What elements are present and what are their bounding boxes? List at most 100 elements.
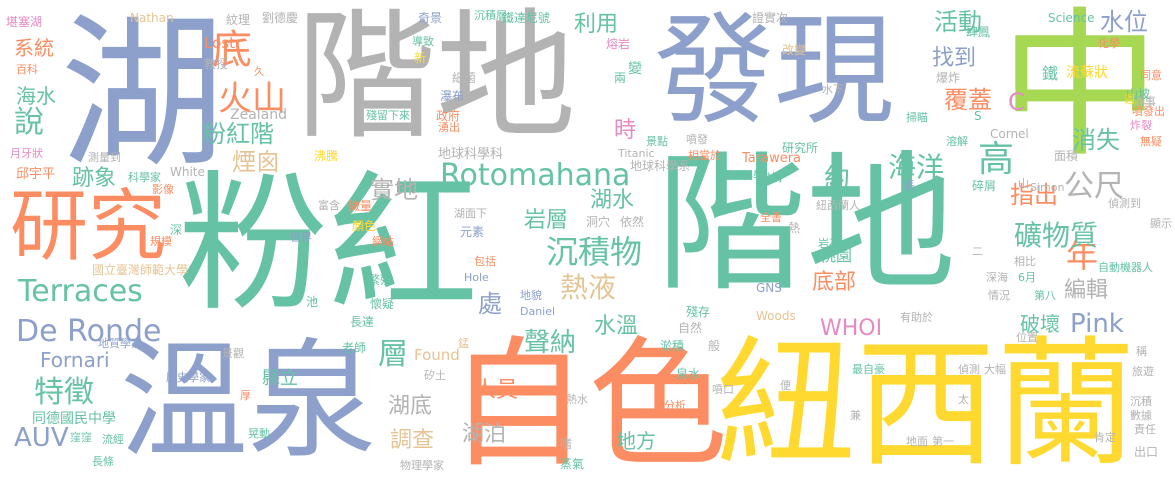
word-chem: 化學	[1098, 37, 1120, 50]
word-pink-terraces-big: 粉紅	[178, 158, 479, 332]
word-robot: 自動機器人	[1098, 261, 1153, 274]
word-found-zh: 找到	[932, 46, 977, 71]
word-boiling: 沸騰	[314, 149, 339, 163]
word-too: 太	[958, 393, 969, 406]
word-long-time: 久	[254, 67, 264, 78]
word-water-temp: 水溫	[594, 314, 639, 339]
word-encyclopedia: 全書	[760, 211, 782, 224]
word-c: C	[1008, 88, 1025, 116]
word-cornel: Cornel	[990, 127, 1029, 141]
word-deep-sea: 深海	[986, 271, 1008, 284]
word-sight: 景點	[646, 135, 668, 148]
word-image: 影像	[152, 183, 174, 196]
word-fringe: 流蘇狀	[1066, 65, 1108, 81]
word-year: 年	[1066, 237, 1099, 275]
word-terrace-top: 階地	[296, 0, 577, 159]
word-earth-sci-sys: 地球科學系	[630, 159, 691, 173]
word-teacher: 老師	[342, 341, 367, 355]
word-qiu: 邱宇平	[16, 167, 56, 182]
word-meter: 公尺	[1064, 169, 1124, 204]
word-feature: 特徵	[34, 375, 94, 410]
word-gns: GNS	[756, 281, 782, 295]
word-pink: Pink	[1070, 309, 1124, 339]
word-heat: 熱	[788, 221, 801, 235]
word-simon: Simon	[1030, 181, 1065, 194]
word-bacteria: 細菌	[452, 71, 477, 85]
word-june: 6月	[1018, 271, 1036, 284]
word-kanse-lake: 堪塞湖	[6, 15, 43, 29]
word-helpful: 有助於	[900, 311, 933, 324]
word-deposit: 沉積	[1130, 395, 1152, 408]
word-research: 研究	[10, 182, 167, 272]
word-scale: 規模	[150, 235, 172, 248]
word-about: 約	[824, 164, 851, 194]
word-cause: 導致	[412, 35, 434, 48]
word-time: 時	[614, 118, 637, 143]
word-de-ronde: De Ronde	[16, 314, 162, 349]
word-rock: 岩石	[818, 237, 840, 250]
word-agree: 同意	[1140, 69, 1162, 82]
word-pool: 池	[306, 295, 319, 309]
word-two: 兩	[614, 71, 627, 85]
word-lake-water: 湖水	[590, 188, 635, 213]
word-show: 顯示	[1150, 217, 1172, 230]
word-tourism: 旅遊	[1132, 365, 1154, 378]
word-compare: 相比	[1014, 255, 1036, 268]
word-ravaged: 肆鳳	[966, 25, 991, 39]
word-nature: 自然	[678, 321, 703, 335]
word-explosion: 爆炸	[936, 71, 961, 85]
word-white: 自色	[448, 324, 729, 482]
word-hole: Hole	[464, 271, 489, 284]
word-call: 稱	[1136, 345, 1147, 358]
word-lake: 湖	[60, 0, 225, 190]
word-wonder: 奇景	[418, 11, 443, 25]
word-sonar: 聲納	[524, 328, 577, 358]
word-fornari: Fornari	[40, 348, 110, 372]
word-system: 系統	[14, 36, 54, 60]
word-scientist: 科學家	[128, 171, 161, 184]
word-personnel: 人員	[474, 378, 519, 403]
word-ocean: 海洋	[888, 151, 945, 184]
word-week: 週	[1124, 93, 1135, 106]
word-sci: 科學	[742, 169, 764, 182]
word-general: 般	[708, 339, 721, 353]
word-change: 變	[628, 61, 642, 77]
word-manganese: 錳	[458, 337, 469, 350]
word-institute: 研究所	[782, 141, 819, 155]
word-also: 兼	[850, 409, 861, 422]
word-zealand: Zealand	[230, 107, 288, 123]
word-spring-water: 泉水	[676, 367, 701, 381]
word-suspect: 懷疑	[370, 297, 395, 311]
word-hollow: 窪窪	[70, 431, 92, 444]
word-website: 網站	[372, 235, 394, 248]
word-hot-spring: 溫泉	[120, 327, 377, 476]
word-rotomahana: Rotomahana	[440, 158, 631, 193]
word-place: 地方	[616, 429, 656, 453]
word-exit: 出口	[1134, 445, 1159, 459]
word-field: 實地	[370, 176, 418, 204]
word-crescent: 月牙狀	[10, 147, 43, 160]
word-professor: 教授	[204, 57, 229, 71]
word-silica: 矽土	[424, 369, 446, 382]
word-rock-layer: 岩層	[524, 208, 569, 233]
word-destroy: 破壞	[1020, 312, 1060, 336]
word-long: 長	[904, 179, 915, 192]
word-disappear: 消失	[1072, 126, 1120, 154]
word-lava: 熔岩	[606, 37, 631, 51]
word-remain: 殘存	[686, 305, 711, 319]
word-iron: 鐵	[1042, 64, 1059, 83]
word-historian: 歷史學家	[166, 371, 210, 384]
word-first: 第一	[932, 435, 954, 448]
word-landscape: 景觀	[222, 347, 244, 360]
word-minerals: 礦物質	[1014, 219, 1099, 252]
word-below-lake: 湖面下	[454, 207, 487, 220]
word-eighth: 第八	[1034, 289, 1056, 302]
word-thick: 厚	[240, 389, 251, 402]
word-trace: 跡象	[72, 166, 117, 191]
word-activity: 活動	[934, 8, 982, 36]
word-water-level: 水位	[1100, 8, 1148, 36]
word-mountain: 山	[1018, 177, 1029, 190]
word-analysis: 分析	[664, 399, 686, 412]
word-shake: 晃動	[248, 427, 270, 440]
